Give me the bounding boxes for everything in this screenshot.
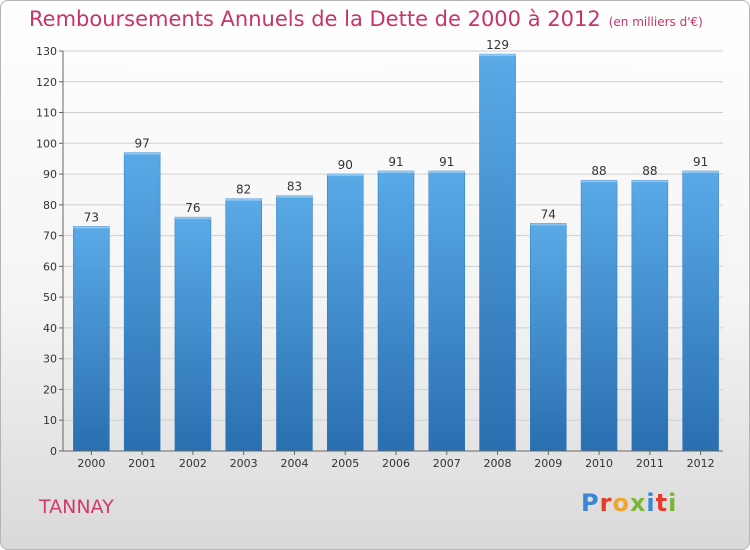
data-label: 129 <box>486 38 509 52</box>
bar <box>682 170 719 452</box>
bar <box>73 226 110 452</box>
bar <box>326 173 364 452</box>
logo-letter: r <box>599 489 613 517</box>
y-tick-label: 90 <box>43 168 57 181</box>
logo-letter: t <box>655 489 669 517</box>
data-label: 88 <box>591 164 606 178</box>
bar-top-edge <box>631 180 668 183</box>
bar-top-edge <box>428 171 465 173</box>
logo-letter: o <box>612 489 630 517</box>
x-tick-label: 2005 <box>331 457 359 470</box>
logo-letter: x <box>629 489 647 517</box>
y-tick-label: 0 <box>50 445 57 458</box>
logo-letter: P <box>581 489 600 517</box>
proxiti-logo: Proxiti <box>581 489 677 517</box>
y-tick-label: 50 <box>43 291 57 304</box>
y-tick-label: 20 <box>43 383 57 396</box>
y-tick-label: 80 <box>43 199 57 212</box>
x-tick-label: 2000 <box>77 457 105 470</box>
x-tick-label: 2009 <box>534 457 562 470</box>
bar-top-edge <box>124 152 161 155</box>
x-tick-label: 2012 <box>687 457 715 470</box>
data-label: 88 <box>642 164 657 178</box>
data-label: 91 <box>693 155 708 169</box>
x-tick-label: 2008 <box>484 457 512 470</box>
data-label: 91 <box>388 155 403 169</box>
bar-top-edge <box>174 217 211 220</box>
x-tick-label: 2002 <box>179 457 207 470</box>
data-label: 90 <box>338 158 353 172</box>
chart-title-text: Remboursements Annuels de la Dette de 20… <box>29 7 601 31</box>
y-tick-label: 40 <box>43 322 57 335</box>
x-tick-label: 2001 <box>128 457 156 470</box>
bar-top-edge <box>479 54 516 57</box>
commune-name: TANNAY <box>39 496 114 518</box>
bar-top-edge <box>276 195 313 198</box>
x-tick-label: 2010 <box>585 457 613 470</box>
logo-letter: i <box>646 489 656 517</box>
logo-letter: i <box>668 489 678 517</box>
y-tick-label: 120 <box>36 76 57 89</box>
bar <box>123 152 161 452</box>
data-label: 83 <box>287 180 302 194</box>
bar <box>377 170 415 452</box>
bar <box>276 195 313 452</box>
data-label: 76 <box>185 201 200 215</box>
bar <box>479 53 516 452</box>
chart-subtitle: (en milliers d'€) <box>608 15 703 29</box>
x-tick-label: 2007 <box>433 457 461 470</box>
x-tick-label: 2006 <box>382 457 410 470</box>
x-tick-label: 2003 <box>230 457 258 470</box>
bar-top-edge <box>225 198 262 201</box>
bar-top-edge <box>530 223 567 226</box>
bar-top-edge <box>327 174 364 177</box>
bars <box>73 53 719 452</box>
y-tick-label: 60 <box>43 260 57 273</box>
data-label: 91 <box>439 155 454 169</box>
bar <box>428 170 466 452</box>
bar-top-edge <box>73 226 110 229</box>
data-label: 97 <box>135 137 150 151</box>
bar <box>530 223 567 452</box>
data-label: 74 <box>541 207 556 221</box>
bar <box>225 198 262 452</box>
chart-title: Remboursements Annuels de la Dette de 20… <box>29 7 703 31</box>
x-tick-label: 2004 <box>280 457 308 470</box>
y-tick-label: 30 <box>43 353 57 366</box>
y-tick-label: 110 <box>36 107 57 120</box>
y-tick-label: 10 <box>43 414 57 427</box>
y-tick-label: 70 <box>43 230 57 243</box>
x-tick-label: 2011 <box>636 457 664 470</box>
bar <box>631 179 669 452</box>
bar-top-edge <box>682 171 719 173</box>
data-label: 73 <box>84 210 99 224</box>
data-labels: 73 97 76 82 83 90 91 91 129 74 88 88 91 <box>84 38 709 224</box>
axes: 0 10 20 30 40 50 60 70 80 90 100 110 120 130 2000 2001 2… <box>36 45 723 470</box>
y-tick-label: 100 <box>36 137 57 150</box>
bar-top-edge <box>378 171 414 173</box>
data-label: 82 <box>236 183 251 197</box>
y-tick-label: 130 <box>36 45 57 58</box>
bar <box>580 179 618 452</box>
bar <box>174 216 212 452</box>
bar-top-edge <box>581 180 618 183</box>
